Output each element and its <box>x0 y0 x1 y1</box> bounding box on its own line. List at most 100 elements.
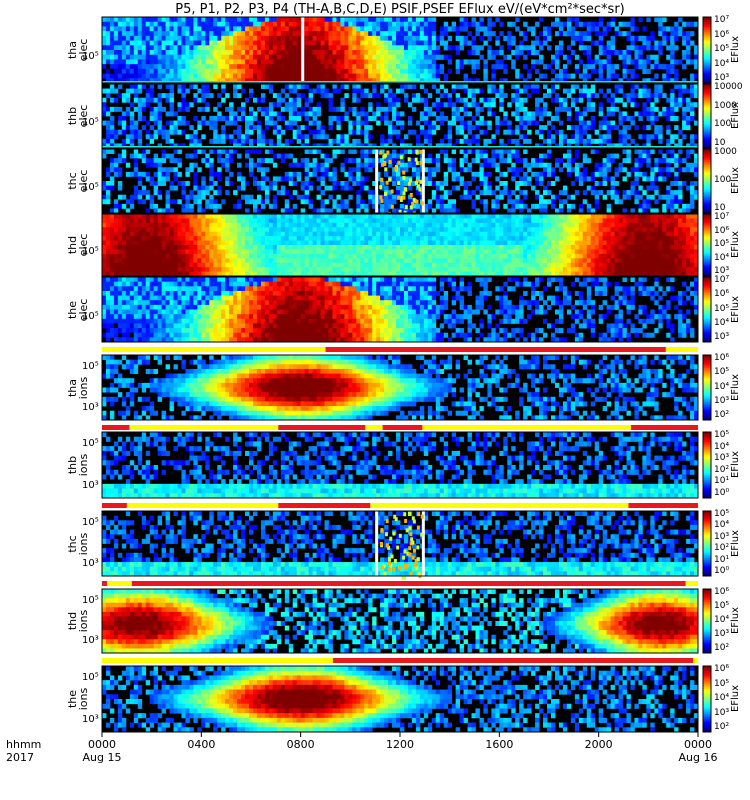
spectrogram-cell <box>209 17 214 23</box>
spectrogram-cell <box>201 106 206 112</box>
spectrogram-cell <box>157 111 162 117</box>
spectrogram-cell <box>217 249 222 255</box>
spectrogram-cell <box>519 208 524 214</box>
spectrogram-cell <box>384 167 388 172</box>
spectrogram-cell <box>439 185 445 191</box>
spectrogram-cell <box>129 84 135 89</box>
spectrogram-cell <box>296 138 302 144</box>
spectrogram-cell <box>233 267 238 272</box>
spectrogram-cell <box>558 45 564 51</box>
spectrogram-cell <box>543 31 548 37</box>
spectrogram-cell <box>185 120 190 126</box>
spectrogram-cell <box>511 203 516 209</box>
spectrogram-cell <box>682 50 687 56</box>
colorbar-step <box>703 189 711 191</box>
spectrogram-cell <box>133 231 139 237</box>
spectrogram-cell <box>137 102 143 108</box>
spectrogram-cell <box>360 78 365 84</box>
spectrogram-cell <box>225 253 230 259</box>
spectrogram-cell <box>161 245 166 250</box>
spectrogram-cell <box>360 162 365 168</box>
spectrogram-cell <box>626 45 631 51</box>
spectrogram-cell <box>213 54 218 60</box>
spectrogram-cell <box>300 208 306 214</box>
spectrogram-cell <box>201 78 206 84</box>
spectrogram-cell <box>133 120 139 126</box>
spectrogram-cell <box>574 171 580 177</box>
spectrogram-cell <box>352 64 357 70</box>
spectrogram-cell <box>300 227 306 233</box>
spectrogram-cell <box>105 106 111 112</box>
spectrogram-cell <box>535 35 540 41</box>
spectrogram-cell <box>109 240 115 246</box>
spectrogram-cell <box>670 111 675 117</box>
spectrogram-cell <box>654 59 659 65</box>
spectrogram-cell <box>666 68 671 74</box>
spectrogram-cell <box>352 149 357 154</box>
spectrogram-cell <box>284 26 290 32</box>
spectrogram-cell <box>455 106 460 112</box>
spectrogram-cell <box>153 35 159 41</box>
spectrogram-cell <box>161 208 166 214</box>
spectrogram-cell <box>185 26 190 32</box>
spectrogram-cell <box>185 236 190 241</box>
spectrogram-cell <box>666 64 671 70</box>
spectrogram-cell <box>157 59 162 65</box>
spectrogram-cell <box>102 253 107 259</box>
spectrogram-cell <box>578 134 584 140</box>
spectrogram-cell <box>113 236 119 241</box>
spectrogram-cell <box>618 199 623 205</box>
spectrogram-cell <box>193 271 198 277</box>
spectrogram-cell <box>121 245 127 250</box>
colorbar-step <box>703 36 711 39</box>
spectrogram-cell <box>304 245 310 250</box>
spectrogram-cell <box>610 158 615 164</box>
spectrogram-cell <box>543 203 548 209</box>
spectrogram-cell <box>427 167 433 173</box>
spectrogram-cell <box>594 167 600 173</box>
spectrogram-cell <box>284 138 290 144</box>
spectrogram-cell <box>324 162 329 168</box>
spectrogram-cell <box>233 45 238 51</box>
spectrogram-cell <box>237 185 242 191</box>
spectrogram-cell <box>193 54 198 60</box>
spectrogram-cell <box>328 50 333 56</box>
spectrogram-cell <box>411 31 417 37</box>
spectrogram-cell <box>245 194 250 200</box>
spectrogram-cell <box>256 181 262 186</box>
spectrogram-cell <box>364 50 369 56</box>
spectrogram-cell <box>213 208 218 214</box>
spectrogram-cell <box>249 214 254 219</box>
spectrogram-cell <box>535 21 540 27</box>
spectrogram-cell <box>519 158 524 164</box>
spectrogram-cell <box>471 17 476 23</box>
spectrogram-cell <box>356 73 361 79</box>
spectrogram-cell <box>582 199 588 205</box>
colorbar-step <box>703 211 711 214</box>
spectrogram-cell <box>376 17 381 23</box>
spectrogram-cell <box>578 93 584 99</box>
spectrogram-cell <box>507 31 512 37</box>
spectrogram-cell <box>205 17 210 23</box>
spectrogram-cell <box>153 227 159 233</box>
spectrogram-cell <box>332 54 337 60</box>
spectrogram-cell <box>205 245 210 250</box>
spectrogram-cell <box>264 35 270 41</box>
spectrogram-cell <box>165 227 170 233</box>
spectrogram-cell <box>598 134 604 140</box>
spectrogram-cell <box>102 64 107 70</box>
spectrogram-cell <box>682 21 687 27</box>
spectrogram-cell <box>694 102 699 108</box>
spectrogram-cell <box>308 231 313 237</box>
spectrogram-cell <box>376 68 381 74</box>
spectrogram-cell <box>233 129 238 135</box>
spectrogram-cell <box>245 68 250 74</box>
spectrogram-cell <box>670 134 675 140</box>
spectrogram-cell <box>483 40 488 46</box>
spectrogram-cell <box>233 249 238 255</box>
spectrogram-cell <box>312 116 317 121</box>
spectrogram-cell <box>256 245 262 250</box>
spectrogram-cell <box>550 194 556 200</box>
spectrogram-cell <box>515 111 520 117</box>
